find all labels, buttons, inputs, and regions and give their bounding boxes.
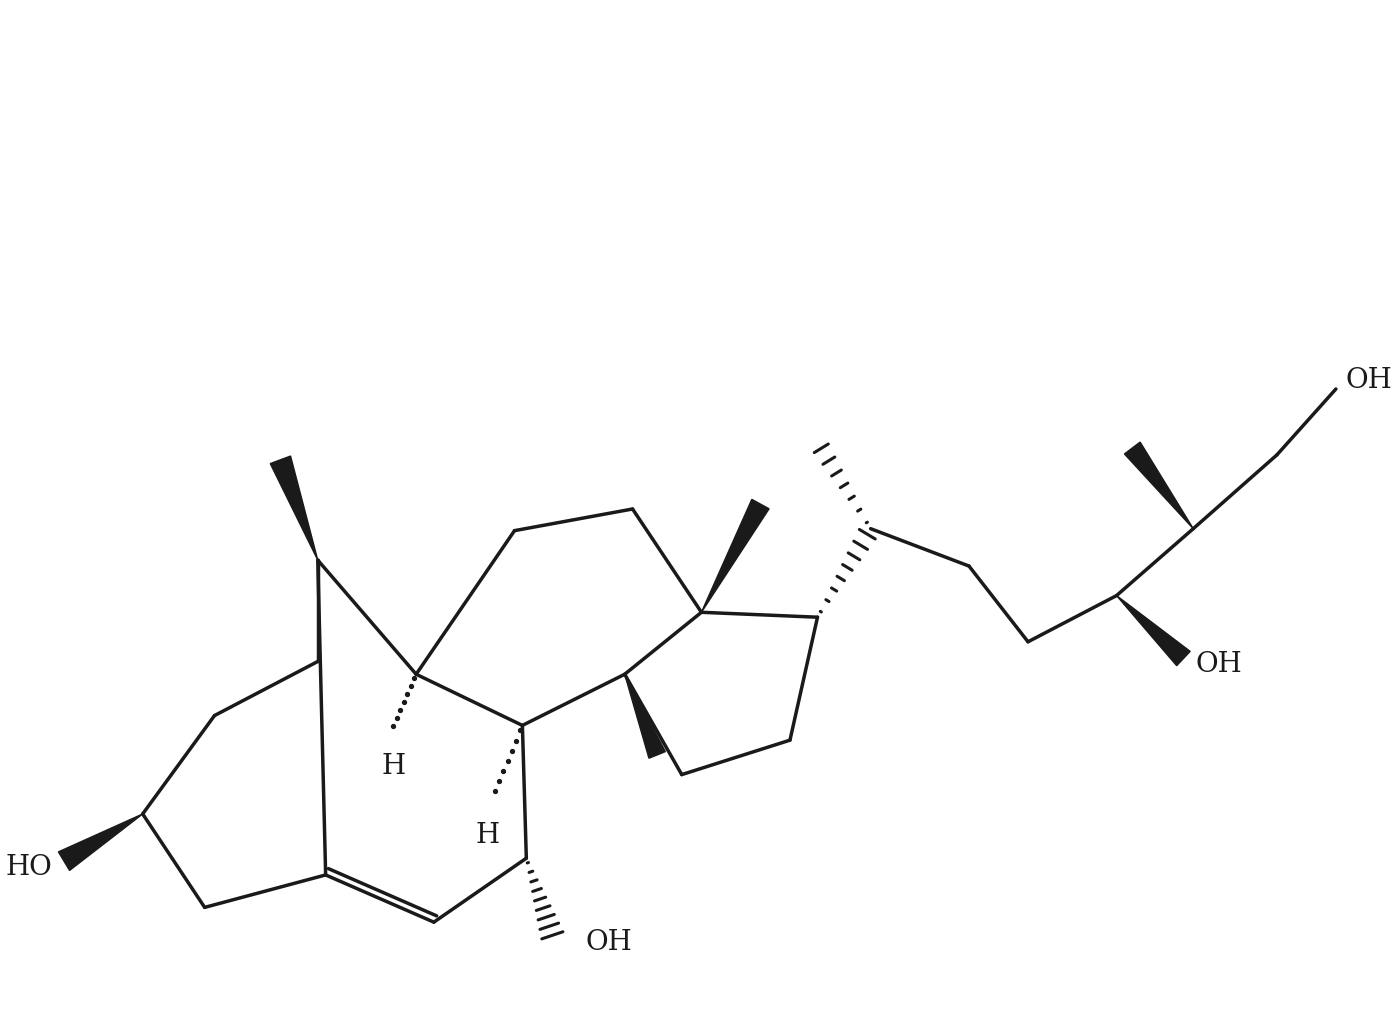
Polygon shape: [59, 814, 143, 870]
Text: OH: OH: [585, 928, 632, 956]
Polygon shape: [1116, 596, 1191, 666]
Polygon shape: [1125, 442, 1193, 529]
Text: H: H: [382, 752, 406, 780]
Polygon shape: [270, 457, 318, 560]
Text: HO: HO: [6, 853, 52, 879]
Text: OH: OH: [1195, 650, 1242, 678]
Polygon shape: [701, 500, 769, 612]
Polygon shape: [625, 675, 666, 758]
Text: OH: OH: [1346, 366, 1392, 393]
Text: H: H: [476, 821, 499, 848]
